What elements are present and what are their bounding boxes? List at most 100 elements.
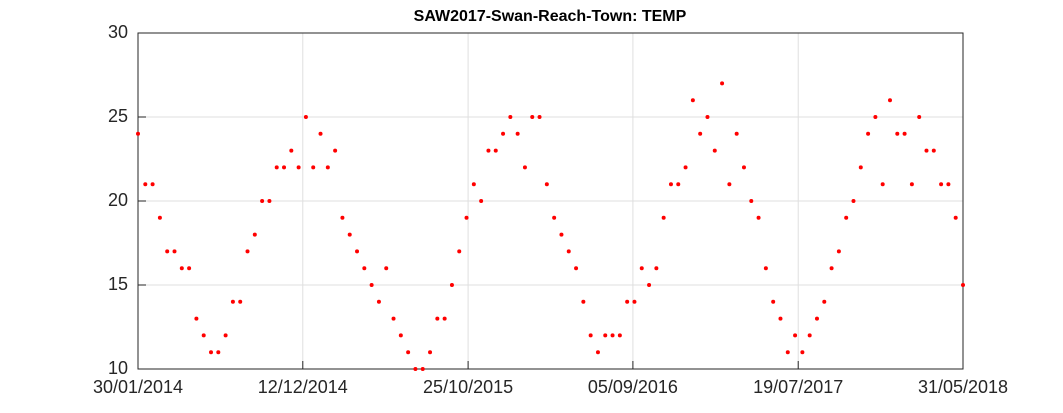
data-point bbox=[530, 115, 535, 119]
data-point bbox=[793, 333, 798, 338]
y-tick-label: 30 bbox=[108, 22, 128, 42]
data-point bbox=[501, 131, 506, 136]
data-point bbox=[705, 115, 710, 119]
y-tick-label: 10 bbox=[108, 358, 128, 378]
data-point bbox=[479, 199, 484, 203]
data-point bbox=[712, 148, 717, 153]
data-point bbox=[851, 199, 856, 203]
data-point bbox=[552, 215, 557, 220]
data-point bbox=[778, 316, 783, 321]
data-point bbox=[289, 148, 294, 153]
data-point bbox=[537, 115, 542, 119]
data-point bbox=[471, 182, 476, 187]
x-tick-label: 19/07/2017 bbox=[753, 377, 843, 397]
data-point bbox=[187, 266, 192, 271]
data-point bbox=[325, 165, 330, 170]
data-point bbox=[836, 249, 841, 254]
data-point bbox=[727, 182, 732, 187]
data-point bbox=[931, 148, 936, 153]
data-point bbox=[245, 249, 250, 254]
chart-title: SAW2017-Swan-Reach-Town: TEMP bbox=[414, 8, 687, 25]
data-point bbox=[165, 249, 170, 254]
data-point bbox=[413, 367, 418, 371]
data-point bbox=[785, 350, 790, 355]
data-point bbox=[690, 98, 695, 103]
data-point bbox=[136, 131, 140, 136]
data-point bbox=[887, 98, 892, 103]
data-point bbox=[581, 299, 586, 304]
data-point bbox=[961, 283, 965, 287]
data-point bbox=[457, 249, 462, 254]
data-point bbox=[866, 131, 871, 136]
data-point bbox=[734, 131, 739, 136]
data-point bbox=[260, 199, 265, 203]
data-point bbox=[895, 131, 900, 136]
data-point bbox=[909, 182, 914, 187]
data-point bbox=[720, 81, 725, 86]
data-point bbox=[449, 283, 454, 287]
data-point bbox=[844, 215, 849, 220]
data-point bbox=[376, 299, 381, 304]
data-point bbox=[209, 350, 214, 355]
data-point bbox=[318, 131, 323, 136]
data-point bbox=[654, 266, 659, 271]
data-point bbox=[617, 333, 622, 338]
data-point bbox=[698, 131, 703, 136]
data-point bbox=[508, 115, 513, 119]
data-point bbox=[588, 333, 593, 338]
data-point bbox=[355, 249, 360, 254]
data-point bbox=[464, 215, 469, 220]
data-point bbox=[143, 182, 148, 187]
data-point bbox=[683, 165, 688, 170]
data-point bbox=[902, 131, 907, 136]
data-point bbox=[311, 165, 316, 170]
data-point bbox=[515, 131, 520, 136]
y-tick-label: 15 bbox=[108, 274, 128, 294]
y-tick-label: 25 bbox=[108, 106, 128, 126]
data-point bbox=[230, 299, 235, 304]
data-point bbox=[625, 299, 630, 304]
data-point bbox=[391, 316, 396, 321]
data-point bbox=[807, 333, 812, 338]
data-point bbox=[814, 316, 819, 321]
data-point bbox=[267, 199, 272, 203]
data-point bbox=[741, 165, 746, 170]
data-point bbox=[647, 283, 652, 287]
data-point bbox=[238, 299, 243, 304]
data-point bbox=[939, 182, 944, 187]
data-point bbox=[858, 165, 863, 170]
data-point bbox=[179, 266, 184, 271]
x-tick-label: 12/12/2014 bbox=[258, 377, 348, 397]
data-point bbox=[333, 148, 338, 153]
data-point bbox=[668, 182, 673, 187]
data-point bbox=[493, 148, 498, 153]
data-point bbox=[771, 299, 776, 304]
data-point bbox=[420, 367, 425, 371]
data-point bbox=[917, 115, 922, 119]
data-point bbox=[157, 215, 162, 220]
x-tick-label: 31/05/2018 bbox=[918, 377, 1008, 397]
data-point bbox=[749, 199, 754, 203]
data-point bbox=[442, 316, 447, 321]
y-tick-label: 20 bbox=[108, 190, 128, 210]
data-point bbox=[194, 316, 199, 321]
data-point bbox=[172, 249, 177, 254]
x-tick-label: 30/01/2014 bbox=[93, 377, 183, 397]
data-point bbox=[559, 232, 564, 237]
data-point bbox=[566, 249, 571, 254]
data-point bbox=[201, 333, 206, 338]
x-tick-label: 05/09/2016 bbox=[588, 377, 678, 397]
data-point bbox=[924, 148, 929, 153]
data-point bbox=[632, 299, 637, 304]
data-point bbox=[822, 299, 827, 304]
data-point bbox=[603, 333, 608, 338]
data-point bbox=[384, 266, 389, 271]
x-tick-label: 25/10/2015 bbox=[423, 377, 513, 397]
data-point bbox=[340, 215, 345, 220]
data-point bbox=[873, 115, 878, 119]
data-point bbox=[406, 350, 411, 355]
data-point bbox=[347, 232, 352, 237]
data-point bbox=[296, 165, 301, 170]
data-point bbox=[880, 182, 885, 187]
